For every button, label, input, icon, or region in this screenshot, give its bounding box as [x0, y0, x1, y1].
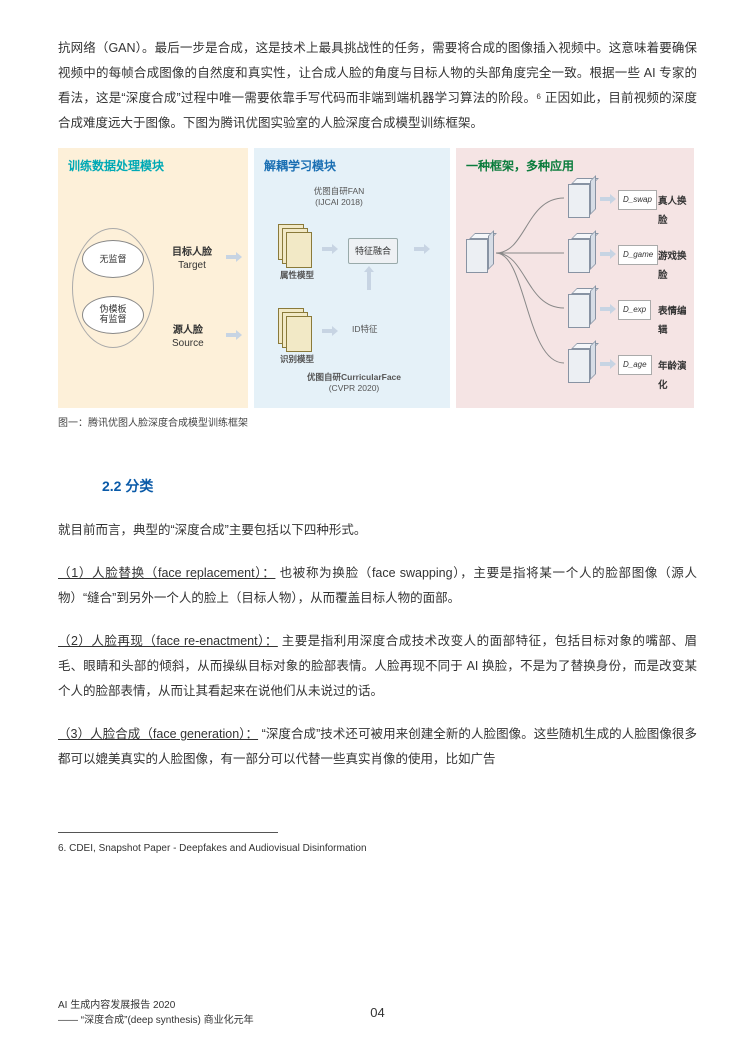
- section-heading: 2.2 分类: [102, 472, 697, 500]
- label-source: 源人脸Source: [172, 324, 204, 350]
- d-game-chip: D_game: [618, 245, 658, 265]
- out-face-swap: 真人换脸: [658, 192, 694, 230]
- page-footer: AI 生成内容发展报告 2020 —— “深度合成”(deep synthesi…: [58, 998, 697, 1028]
- output-box-4: [568, 343, 596, 383]
- training-framework-diagram: 训练数据处理模块 无监督 伪模板 有监督 目标人脸Target 源人脸Sourc…: [58, 148, 694, 408]
- panel-data-processing: 训练数据处理模块 无监督 伪模板 有监督 目标人脸Target 源人脸Sourc…: [58, 148, 248, 408]
- d-age-chip: D_age: [618, 355, 652, 375]
- item2-head: （2）人脸再现（face re-enactment）：: [58, 634, 278, 648]
- item3-head: （3）人脸合成（face generation）：: [58, 727, 258, 741]
- arrow-icon: [226, 330, 242, 340]
- label-id-model: 识别模型: [280, 354, 314, 365]
- label-target: 目标人脸Target: [172, 246, 212, 272]
- arrow-icon: [226, 252, 242, 262]
- item1-head: （1）人脸替换（face replacement）：: [58, 566, 275, 580]
- page-number: 04: [370, 1000, 384, 1026]
- panel-applications: 一种框架，多种应用 D_swap 真人换脸 D_game 游戏换脸 D_exp …: [456, 148, 694, 408]
- item-face-replacement: （1）人脸替换（face replacement）： 也被称为换脸（face s…: [58, 561, 697, 611]
- d-swap-chip: D_swap: [618, 190, 657, 210]
- footnote-6: 6. CDEI, Snapshot Paper - Deepfakes and …: [58, 839, 697, 859]
- ref-fan: 优图自研FAN(IJCAI 2018): [294, 186, 384, 208]
- intro-paragraph: 抗网络（GAN）。最后一步是合成，这是技术上最具挑战性的任务，需要将合成的图像插…: [58, 36, 697, 136]
- panel2-title: 解耦学习模块: [264, 154, 336, 178]
- panel1-title: 训练数据处理模块: [68, 154, 164, 178]
- footer-line1: AI 生成内容发展报告 2020: [58, 998, 254, 1013]
- oval2-line2: 有监督: [99, 315, 126, 325]
- output-box-3: [568, 288, 596, 328]
- out-game-swap: 游戏换脸: [658, 247, 694, 285]
- ref-curricularface: 优图自研CurricularFace(CVPR 2020): [284, 372, 424, 394]
- arrow-icon: [600, 249, 616, 259]
- arrow-icon: [414, 244, 430, 254]
- label-attr-model: 属性模型: [280, 270, 314, 281]
- d-exp-chip: D_exp: [618, 300, 651, 320]
- arrow-icon: [600, 194, 616, 204]
- arrow-icon: [600, 304, 616, 314]
- item-face-generation: （3）人脸合成（face generation）： “深度合成”技术还可被用来创…: [58, 722, 697, 772]
- label-id-feature: ID特征: [352, 324, 378, 335]
- arrow-icon: [322, 326, 338, 336]
- arrow-icon: [322, 244, 338, 254]
- id-model-stack: [278, 308, 312, 352]
- figure-caption: 图一：腾讯优图人脸深度合成模型训练框架: [58, 414, 697, 434]
- output-box-1: [568, 178, 596, 218]
- oval-pseudo-supervised: 伪模板 有监督: [82, 296, 144, 334]
- output-box-2: [568, 233, 596, 273]
- out-age-evolve: 年龄演化: [658, 357, 694, 395]
- arrow-up-icon: [364, 266, 374, 290]
- arrow-icon: [600, 359, 616, 369]
- item-face-reenactment: （2）人脸再现（face re-enactment）： 主要是指利用深度合成技术…: [58, 629, 697, 704]
- chip-fuse: 特征融合: [348, 238, 398, 264]
- footer-line2: —— “深度合成”(deep synthesis) 商业化元年: [58, 1013, 254, 1028]
- section-intro: 就目前而言，典型的“深度合成”主要包括以下四种形式。: [58, 518, 697, 543]
- oval-unsupervised: 无监督: [82, 240, 144, 278]
- panel-disentangle-learning: 解耦学习模块 优图自研FAN(IJCAI 2018) 属性模型 识别模型 特征融…: [254, 148, 450, 408]
- out-expression-edit: 表情编辑: [658, 302, 694, 340]
- footnote-rule: [58, 832, 278, 833]
- attr-model-stack: [278, 224, 312, 268]
